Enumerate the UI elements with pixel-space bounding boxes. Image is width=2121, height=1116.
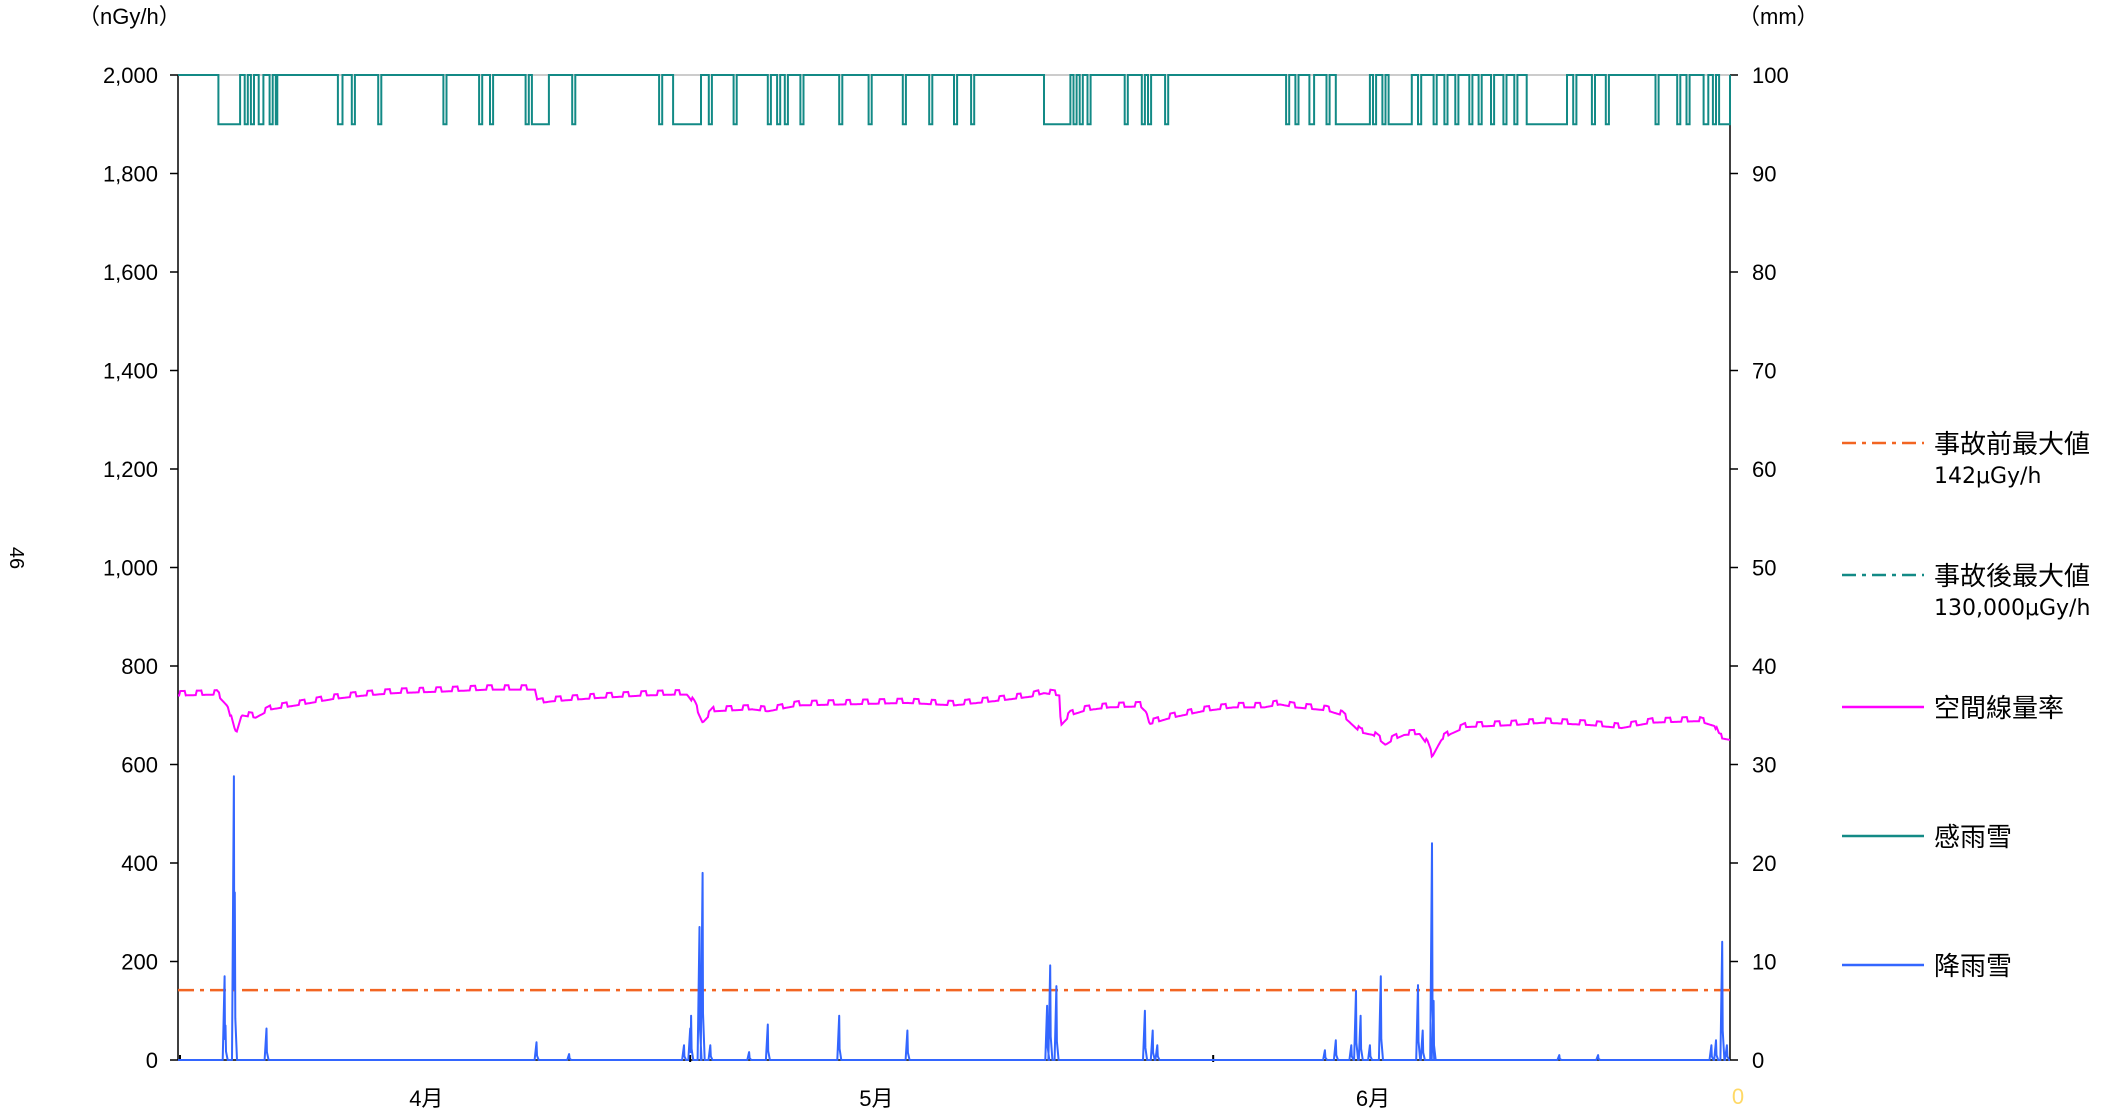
right-tick-label: 80 [1752, 260, 1776, 285]
left-tick-label: 1,800 [103, 162, 158, 187]
legend: 事故前最大値 142μGy/h 事故後最大値 130,000μGy/h 空間線量率感雨雪… [1842, 430, 2090, 982]
right-tick-label: 70 [1752, 359, 1776, 384]
left-tick-label: 1,000 [103, 556, 158, 581]
plot-frame [177, 74, 1731, 1061]
month-label: 6月 [1356, 1086, 1390, 1111]
left-tick-label: 800 [121, 654, 158, 679]
legend-item: 空間線量率 [1842, 694, 2064, 724]
right-tick-label: 40 [1752, 654, 1776, 679]
legend-sublabel: 130,000μGy/h [1934, 596, 2090, 621]
legend-sublabel: 142μGy/h [1934, 464, 2041, 489]
legend-label: 空間線量率 [1934, 694, 2064, 724]
legend-item: 感雨雪 [1842, 823, 2012, 853]
series-rain-sensor-line [178, 74, 1731, 126]
left-tick-label: 1,600 [103, 260, 158, 285]
orphan-zero-label: 0 [1732, 1084, 1744, 1109]
left-axis-unit: （nGy/h） [78, 4, 181, 29]
series-precipitation-line [178, 775, 1731, 1061]
series-layer [178, 74, 1731, 1061]
left-tick-label: 2,000 [103, 63, 158, 88]
month-label: 5月 [859, 1086, 893, 1111]
right-tick-label: 100 [1752, 63, 1789, 88]
axis-units: （nGy/h） （mm） [78, 4, 1819, 29]
right-tick-label: 30 [1752, 753, 1776, 778]
left-tick-label: 400 [121, 851, 158, 876]
left-tick-label: 1,200 [103, 457, 158, 482]
left-tick-label: 1,400 [103, 359, 158, 384]
right-tick-label: 50 [1752, 556, 1776, 581]
right-tick-label: 90 [1752, 162, 1776, 187]
legend-label: 事故後最大値 [1934, 562, 2090, 592]
left-tick-label: 600 [121, 753, 158, 778]
right-tick-label: 10 [1752, 950, 1776, 975]
right-tick-label: 0 [1752, 1048, 1764, 1073]
legend-item: 降雨雪 [1842, 952, 2012, 982]
legend-item: 事故後最大値 130,000μGy/h [1842, 562, 2090, 621]
legend-label: 事故前最大値 [1934, 430, 2090, 460]
right-axis-unit: （mm） [1738, 4, 1819, 29]
right-tick-label: 60 [1752, 457, 1776, 482]
left-tick-label: 0 [146, 1048, 158, 1073]
left-tick-label: 200 [121, 950, 158, 975]
x-axis-month-labels: 4月 5月 6月 [179, 1055, 1390, 1111]
month-label: 4月 [409, 1086, 443, 1111]
right-tick-label: 20 [1752, 851, 1776, 876]
page-number: 46 [5, 547, 27, 569]
right-axis-ticks: 0 10 20 30 40 50 60 70 80 90 100 [1730, 63, 1789, 1073]
legend-label: 降雨雪 [1934, 952, 2012, 982]
series-dose-rate-line [178, 684, 1731, 759]
legend-label: 感雨雪 [1934, 823, 2012, 853]
legend-item: 事故前最大値 142μGy/h [1842, 430, 2090, 489]
left-axis-ticks: 0 200 400 600 800 1,000 1,200 1,400 1,600 1,800 2,… [103, 63, 178, 1073]
